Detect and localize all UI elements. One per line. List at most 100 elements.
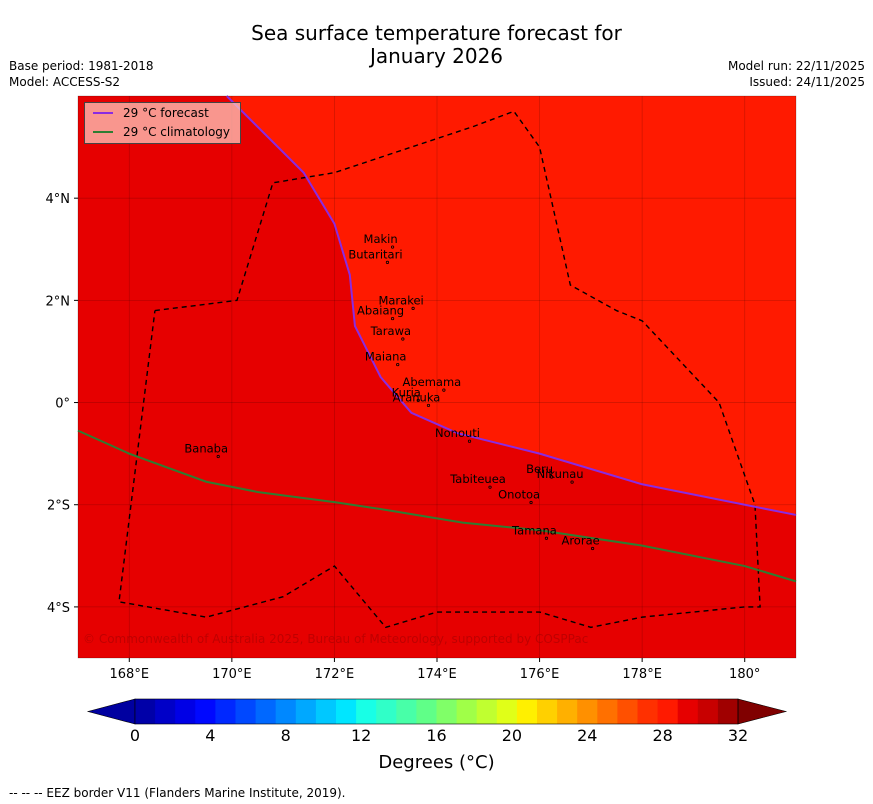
eez-border-line <box>118 110 761 629</box>
x-tick-label: 174°E <box>417 667 457 682</box>
climatology-29c-contour <box>77 429 797 583</box>
colorbar-segment <box>677 699 699 724</box>
colorbar-segment <box>295 699 317 724</box>
colorbar-segment <box>637 699 658 724</box>
colorbar-segment <box>396 699 417 724</box>
island-marker <box>488 485 492 489</box>
colorbar-tick-label: 4 <box>205 726 216 745</box>
island-marker <box>401 337 405 341</box>
colorbar-segment <box>577 699 598 724</box>
island-label: Abaiang <box>357 304 404 318</box>
x-tick-label: 180° <box>729 667 760 682</box>
island-label: Beru <box>526 462 553 476</box>
base-period: Base period: 1981-2018 <box>9 59 154 73</box>
sst-region-29-30 <box>226 96 796 515</box>
colorbar-segment <box>657 699 679 724</box>
island-marker <box>442 388 446 392</box>
title-line-2: January 2026 <box>369 44 504 68</box>
island-label: Onotoa <box>498 488 540 502</box>
meta-right: Model run: 22/11/2025 Issued: 24/11/2025 <box>728 58 865 90</box>
colorbar-tick-label: 24 <box>577 726 598 745</box>
colorbar-tick-label: 8 <box>280 726 291 745</box>
island-marker <box>390 245 395 249</box>
colorbar-segment <box>195 699 216 724</box>
colorbar-segment <box>717 699 739 724</box>
island-marker <box>396 362 400 367</box>
colorbar-segment <box>597 699 618 724</box>
island-label: Makin <box>364 232 398 246</box>
model-run: Model run: 22/11/2025 <box>727 59 865 73</box>
island-label: Tamana <box>511 523 557 537</box>
colorbar-frame <box>134 698 739 725</box>
island-marker <box>529 500 533 505</box>
legend-forecast-label: 29 °C forecast <box>123 106 209 120</box>
colorbar-tick-label: 28 <box>652 726 673 745</box>
island-label: Maiana <box>365 350 407 364</box>
island-marker <box>390 316 395 321</box>
colorbar-segment <box>376 699 397 724</box>
colorbar-tick-label: 16 <box>426 726 447 745</box>
colorbar-segment <box>697 699 719 724</box>
x-tick-label: 176°E <box>520 667 560 682</box>
island-marker <box>411 306 415 310</box>
island-label: Kuria <box>392 385 421 399</box>
colorbar-low-extend <box>86 698 136 725</box>
colorbar-tick-label: 20 <box>501 726 523 745</box>
y-tick-label: 4°S <box>47 601 70 616</box>
y-tick-label: 0° <box>55 397 70 412</box>
colorbar-segment <box>496 699 518 724</box>
island-label: Butaritari <box>348 247 402 261</box>
legend-climatology-label: 29 °C climatology <box>123 125 231 139</box>
x-tick-label: 172°E <box>315 667 355 682</box>
island-label: Nonouti <box>435 426 480 440</box>
island-marker <box>467 439 472 443</box>
colorbar-segment <box>135 699 156 724</box>
colorbar-segment <box>336 699 357 724</box>
copyright-text: © Commonwealth of Australia 2025, Bureau… <box>83 632 589 646</box>
island-label: Nikunau <box>537 467 584 481</box>
x-tick-label: 178°E <box>622 667 662 682</box>
island-marker <box>590 546 595 551</box>
island-label: Arorae <box>561 533 599 547</box>
colorbar-segment <box>356 699 377 724</box>
colorbar-segment <box>155 699 176 724</box>
legend-forecast-swatch <box>93 112 113 114</box>
legend-item-climatology: 29 °C climatology <box>93 124 230 140</box>
colorbar-tick-label: 32 <box>727 726 749 745</box>
island-marker <box>570 480 574 484</box>
colorbar-segment <box>516 699 538 724</box>
colorbar-segment <box>537 699 558 724</box>
legend: 29 °C forecast 29 °C climatology <box>84 102 241 144</box>
y-tick-label: 2°N <box>46 294 71 309</box>
eez-footnote: -- -- -- EEZ border V11 (Flanders Marine… <box>9 786 346 800</box>
island-label: Tarawa <box>370 324 411 338</box>
colorbar-segment <box>557 699 578 724</box>
colorbar-segment <box>416 699 437 724</box>
colorbar-segment <box>476 699 498 724</box>
island-label: Marakei <box>378 293 423 307</box>
forecast-29c-contour <box>226 95 797 516</box>
issued-date: Issued: 24/11/2025 <box>749 75 865 89</box>
colorbar-segment <box>436 699 457 724</box>
colorbar-tick-label: 12 <box>350 726 372 745</box>
legend-climatology-swatch <box>93 131 113 133</box>
colorbar-segment <box>315 699 337 724</box>
colorbar-segment <box>175 699 196 724</box>
colorbar-tick-label: 0 <box>129 726 141 745</box>
colorbar-segment <box>255 699 277 724</box>
island-marker <box>416 398 420 402</box>
island-marker <box>544 536 549 540</box>
x-tick-label: 168°E <box>110 667 150 682</box>
y-tick-label: 2°S <box>47 499 70 514</box>
island-label: Banaba <box>184 442 228 456</box>
island-label: Abemama <box>402 375 461 389</box>
colorbar-high-extend <box>737 698 788 725</box>
title-line-1: Sea surface temperature forecast for <box>251 21 622 45</box>
colorbar-segment <box>617 699 638 724</box>
colorbar-segment <box>456 699 478 724</box>
island-marker <box>216 454 220 459</box>
island-label: Tabiteuea <box>449 472 506 486</box>
island-label: Aranuka <box>393 390 441 404</box>
colorbar-segment <box>275 699 297 724</box>
